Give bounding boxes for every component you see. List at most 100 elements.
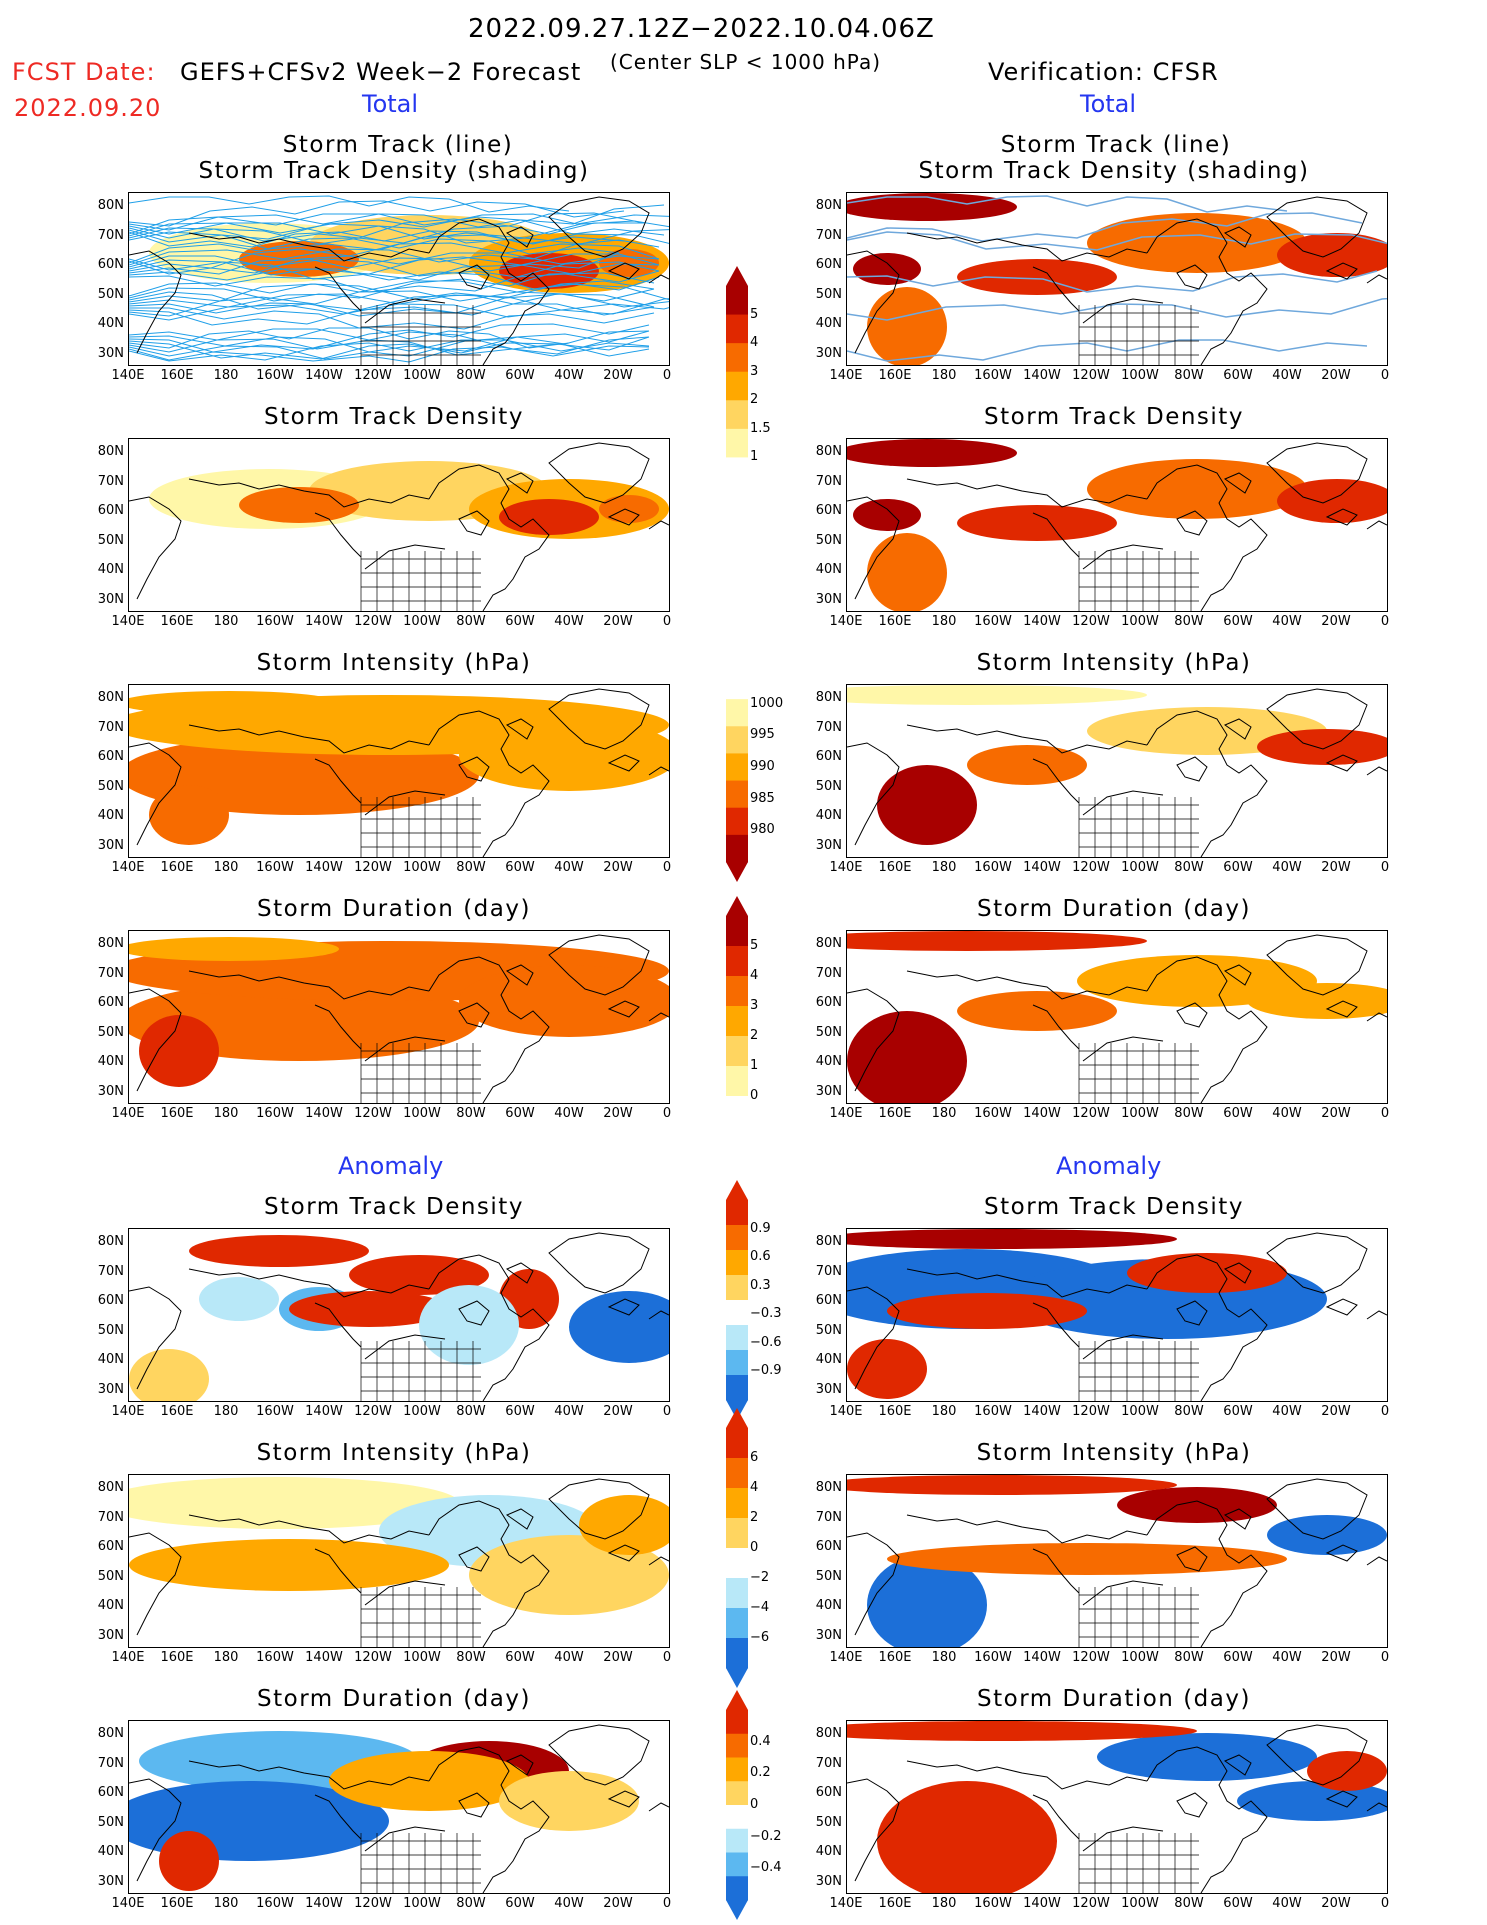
colorbar-density-total-bottom-arrow xyxy=(726,486,748,506)
map-density-anom-left-shade-6 xyxy=(569,1291,669,1363)
map-intensity-left-lat-label: 70N xyxy=(97,719,124,735)
map-intensity-anom-right-lat-label: 70N xyxy=(815,1509,842,1525)
map-duration-right-lat-label: 80N xyxy=(815,936,842,951)
map-track-left-track-17 xyxy=(129,230,625,248)
map-density-left-lat-label: 80N xyxy=(97,444,124,459)
map-intensity-right-lon-label: 180 xyxy=(931,860,957,875)
map-density-anom-left-lat-label: 60N xyxy=(97,1293,124,1308)
map-duration-anom-left-lat-label: 80N xyxy=(97,1726,124,1741)
map-intensity-anom-left-coast-1 xyxy=(188,1514,430,1544)
map-duration-anom-left-coast-5 xyxy=(505,1754,534,1776)
map-track-left-coast-0 xyxy=(129,250,182,354)
map-track-right xyxy=(846,192,1388,366)
map-track-left-lon-label: 140E xyxy=(111,368,145,383)
map-intensity-right-lon-label: 160E xyxy=(878,860,912,875)
colorbar-density-anom-top-arrow xyxy=(726,1180,748,1200)
map-intensity-left-lon-label: 60W xyxy=(505,860,535,875)
map-density-left-coast-1 xyxy=(188,478,430,508)
map-intensity-anom-left-lat-label: 40N xyxy=(97,1598,124,1613)
map-track-right-lon-label: 140E xyxy=(829,368,863,383)
colorbar-intensity-anom-swatch-4 xyxy=(726,1548,748,1579)
map-duration-anom-left-coast-2 xyxy=(314,1794,362,1840)
map-intensity-right-lat-label: 50N xyxy=(815,778,842,794)
map-track-left-lon-label: 140W xyxy=(305,368,343,383)
map-intensity-left-lat-label: 50N xyxy=(97,778,124,794)
map-density-anom-left-coast-1 xyxy=(188,1268,430,1298)
map-duration-right-lat-label: 70N xyxy=(815,965,842,981)
colorbar-intensity-anom-label: −4 xyxy=(750,1600,770,1615)
map-track-left-track-13 xyxy=(129,213,665,236)
title-density-anom-right: Storm Track Density xyxy=(984,1194,1244,1220)
map-duration-anom-left-lon-label: 120W xyxy=(354,1896,392,1911)
map-duration-anom-left-lat-label: 30N xyxy=(97,1873,124,1889)
map-density-anom-right-lon-label: 180 xyxy=(931,1404,957,1419)
map-intensity-anom-right-shade-4 xyxy=(847,1475,1177,1495)
colorbar-density-total-label: 1.5 xyxy=(750,420,771,436)
map-density-right-lon-label: 180 xyxy=(931,614,957,629)
title-track-shading-right: Storm Track Density (shading) xyxy=(918,158,1310,184)
map-track-right-lat-label: 50N xyxy=(815,286,842,302)
colorbar-duration-total-label: 2 xyxy=(750,1028,759,1043)
colorbar-duration-total-label: 3 xyxy=(750,998,759,1013)
map-intensity-left-coast-1 xyxy=(188,724,430,754)
map-duration-left-lat-label: 60N xyxy=(97,995,124,1010)
colorbar-intensity-total-swatch-2 xyxy=(726,726,748,754)
map-intensity-anom-left-coast-2 xyxy=(314,1548,362,1594)
map-duration-right-state-lines xyxy=(1078,1043,1199,1103)
map-track-right-coast-3 xyxy=(1146,218,1268,365)
colorbar-intensity-total-label: 995 xyxy=(750,727,775,743)
map-track-left-lat-label: 50N xyxy=(97,286,124,302)
map-track-right-coast-1 xyxy=(906,232,1148,262)
map-duration-anom-right-lat-label: 50N xyxy=(815,1814,842,1830)
map-density-right-lon-label: 140W xyxy=(1023,614,1061,629)
map-density-anom-right-svg xyxy=(847,1229,1387,1401)
colorbar-density-anom-swatch-5 xyxy=(726,1325,748,1351)
map-track-right-shade-2 xyxy=(853,253,921,285)
map-track-left-coast-5 xyxy=(505,226,534,248)
criterion: (Center SLP < 1000 hPa) xyxy=(610,50,881,74)
colorbar-duration-anom-label: −0.4 xyxy=(750,1860,782,1876)
map-track-left-lon-label: 180 xyxy=(213,368,239,383)
map-duration-right-lon-label: 140E xyxy=(829,1106,863,1121)
map-density-right-shade-0 xyxy=(847,439,1017,467)
map-density-anom-left-lon-label: 40W xyxy=(554,1404,584,1419)
map-intensity-left-lat-label: 80N xyxy=(97,690,124,705)
map-density-anom-left-lon-label: 100W xyxy=(403,1404,441,1419)
map-density-left-coast-6 xyxy=(548,442,650,504)
map-track-left-track-21 xyxy=(129,213,669,243)
colorbar-duration-total-swatch-4 xyxy=(726,1036,748,1067)
map-track-left-lat-label: 30N xyxy=(97,345,124,361)
colorbar-duration-anom-swatch-6 xyxy=(726,1852,748,1877)
map-density-anom-right-lon-label: 120W xyxy=(1072,1404,1110,1419)
colorbar-intensity-total-top-arrow xyxy=(726,652,748,672)
map-density-anom-right-coast-4 xyxy=(1176,1300,1208,1326)
colorbar-duration-total-label: 1 xyxy=(750,1058,759,1073)
map-density-anom-left-lon-label: 60W xyxy=(505,1404,535,1419)
map-intensity-left-lon-label: 100W xyxy=(403,860,441,875)
title-density-anom-left: Storm Track Density xyxy=(264,1194,524,1220)
map-intensity-left-lat-label: 40N xyxy=(97,808,124,823)
map-density-anom-left-lon-label: 180 xyxy=(213,1404,239,1419)
colorbar-intensity-total-swatch-6 xyxy=(726,834,748,863)
map-duration-anom-left-coast-1 xyxy=(188,1760,430,1790)
title-intensity-anom-left: Storm Intensity (hPa) xyxy=(256,1440,532,1466)
map-density-anom-right-coast-6 xyxy=(1266,1232,1368,1294)
map-duration-anom-left-lat-label: 50N xyxy=(97,1814,124,1830)
map-intensity-anom-left-lon-label: 140W xyxy=(305,1650,343,1665)
map-track-left-track-33 xyxy=(129,204,665,231)
title-track-line-right: Storm Track (line) xyxy=(1000,132,1232,158)
map-density-anom-right-coast-5 xyxy=(1223,1262,1252,1284)
map-density-right-lat-label: 40N xyxy=(815,562,842,577)
map-track-right-coast-6 xyxy=(1266,196,1368,258)
date-range: 2022.09.27.12Z−2022.10.04.06Z xyxy=(468,14,935,44)
map-density-right-coast-7 xyxy=(1325,508,1358,526)
map-density-anom-right xyxy=(846,1228,1388,1402)
title-track-shading-left: Storm Track Density (shading) xyxy=(198,158,590,184)
colorbar-intensity-total-swatch-0 xyxy=(726,672,748,700)
map-duration-anom-right-lon-label: 40W xyxy=(1272,1896,1302,1911)
colorbar-duration-anom-swatch-1 xyxy=(726,1733,748,1758)
map-density-left-shade-4 xyxy=(499,499,599,535)
map-intensity-anom-left-lat-label: 70N xyxy=(97,1509,124,1525)
colorbar-duration-anom-swatch-3 xyxy=(726,1781,748,1806)
section-anomaly-right: Anomaly xyxy=(1056,1152,1162,1180)
